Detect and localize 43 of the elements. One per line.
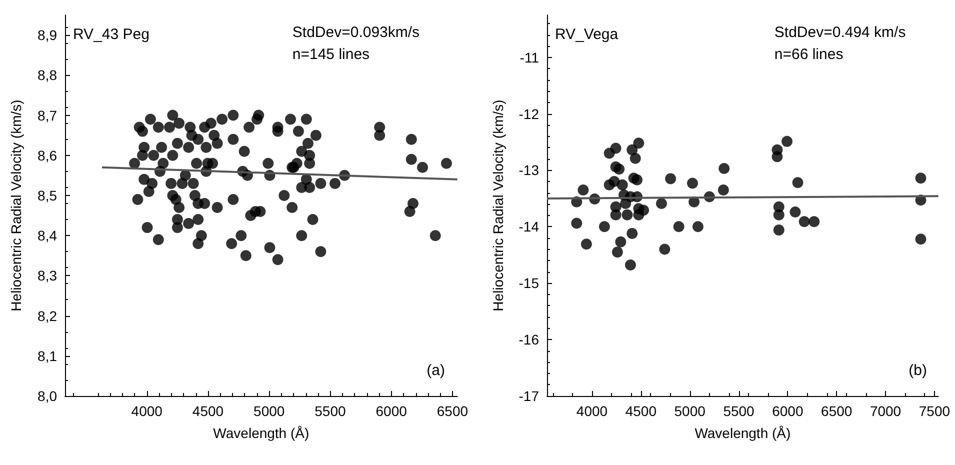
y-tick-label: -14 — [518, 218, 540, 235]
x-tick-label: 4000 — [576, 403, 608, 419]
x-axis-title: Wavelength (Å) — [694, 425, 791, 441]
y-tick-label: 8,4 — [38, 228, 58, 244]
x-tick-label: 4500 — [625, 403, 657, 419]
x-tick-label: 6500 — [436, 403, 468, 419]
annotation: (b) — [908, 362, 928, 379]
x-tick-label: 7000 — [870, 403, 902, 419]
x-tick-label: 5500 — [314, 403, 346, 419]
y-axis-title: Heliocentric Radial Velocity (km/s) — [8, 100, 24, 312]
x-axis-title: Wavelength (Å) — [213, 425, 310, 441]
x-tick-label: 7500 — [918, 403, 950, 419]
x-tick-label: 4500 — [192, 403, 224, 419]
x-tick-label: 6500 — [821, 403, 852, 419]
annotation: n=145 lines — [292, 46, 370, 63]
x-tick-label: 6000 — [772, 403, 804, 419]
y-tick-label: 8,8 — [38, 67, 58, 84]
y-tick-label: -11 — [520, 49, 540, 66]
y-tick-label: 8,2 — [38, 308, 58, 324]
annotation: StdDev=0.093km/s — [292, 24, 420, 41]
annotation: n=66 lines — [774, 46, 844, 63]
x-tick-label: 5000 — [254, 403, 285, 419]
annotation: RV_Vega — [555, 26, 619, 43]
y-tick-label: 8,3 — [38, 268, 58, 284]
annotation: StdDev=0.494 km/s — [774, 24, 906, 41]
y-tick-label: 8,5 — [38, 187, 58, 204]
y-tick-label: 8,9 — [38, 27, 58, 44]
annotation: RV_43 Peg — [73, 26, 150, 43]
y-tick-label: -17 — [518, 388, 540, 404]
annotation: (a) — [426, 362, 446, 379]
y-tick-label: -15 — [518, 275, 540, 292]
x-tick-label: 4000 — [131, 403, 163, 419]
y-tick-label: -12 — [518, 106, 540, 122]
x-tick-label: 5500 — [723, 403, 755, 419]
y-tick-label: -16 — [518, 332, 540, 348]
y-tick-label: 8,1 — [38, 348, 58, 364]
y-tick-label: 8,0 — [38, 388, 58, 404]
x-tick-label: 6000 — [376, 403, 408, 419]
y-tick-label: 8,7 — [38, 107, 58, 124]
y-axis-title: Heliocentric Radial Velocity (km/s) — [490, 100, 506, 312]
x-tick-label: 5000 — [674, 403, 706, 419]
y-tick-label: -13 — [518, 162, 540, 178]
y-tick-label: 8,6 — [38, 147, 58, 164]
